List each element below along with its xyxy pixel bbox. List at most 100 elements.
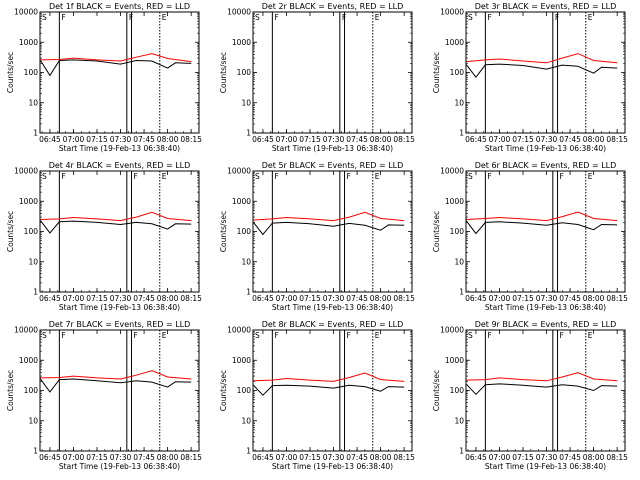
marker-label: F <box>129 13 133 22</box>
marker-label: F <box>560 331 564 340</box>
x-tick-label: 08:15 <box>393 135 415 144</box>
panel-4: Det 4r BLACK = Events, RED = LLD 1 10 100 10… <box>6 161 202 312</box>
lld-series-line <box>40 53 192 63</box>
x-tick-label: 07:00 <box>63 294 85 303</box>
y-tick-label: 10000 <box>227 8 251 17</box>
x-tick-label: 08:00 <box>370 135 392 144</box>
plot-frame <box>39 11 200 134</box>
events-series-line <box>40 220 192 234</box>
y-tick-label: 10000 <box>440 8 464 17</box>
y-tick-label: 1 <box>33 288 38 297</box>
events-series-line <box>253 221 405 236</box>
y-tick-label: 10000 <box>227 326 251 335</box>
panel-9: Det 9r BLACK = Events, RED = LLD 1 10 100 10… <box>432 320 628 471</box>
y-tick-label: 10 <box>28 257 38 266</box>
plot-frame <box>465 170 626 293</box>
marker-label: S <box>255 331 260 340</box>
events-series-line <box>40 378 192 393</box>
marker-label: F <box>61 331 65 340</box>
plot-frame <box>465 11 626 134</box>
x-tick-label: 08:00 <box>583 135 605 144</box>
marker-label: F <box>274 13 278 22</box>
y-tick-label: 1000 <box>19 38 38 47</box>
y-axis-label: Counts/sec <box>219 370 228 411</box>
x-tick-label: 06:45 <box>465 453 487 462</box>
x-tick-label: 07:00 <box>276 453 298 462</box>
lld-series-line <box>466 372 618 382</box>
x-tick-label: 07:15 <box>512 453 534 462</box>
y-tick-label: 100 <box>237 68 252 77</box>
events-series-line <box>466 383 618 396</box>
x-tick-label: 07:15 <box>299 135 321 144</box>
x-axis-label: Start Time (19-Feb-13 06:38:40) <box>272 303 393 312</box>
y-tick-label: 1000 <box>19 197 38 206</box>
y-tick-label: 10000 <box>440 326 464 335</box>
marker-label: F <box>134 172 138 181</box>
x-tick-label: 08:00 <box>370 453 392 462</box>
y-tick-label: 1 <box>459 129 464 138</box>
y-tick-label: 1000 <box>19 356 38 365</box>
y-tick-label: 1000 <box>445 38 464 47</box>
x-tick-label: 07:45 <box>559 294 581 303</box>
x-tick-label: 07:45 <box>133 294 155 303</box>
x-tick-label: 07:00 <box>63 135 85 144</box>
x-tick-label: 06:45 <box>252 135 274 144</box>
panel-title: Det 1f BLACK = Events, RED = LLD <box>49 2 190 11</box>
y-tick-label: 100 <box>450 386 465 395</box>
marker-label: F <box>274 172 278 181</box>
x-tick-label: 07:30 <box>110 294 132 303</box>
x-tick-label: 07:00 <box>276 294 298 303</box>
x-axis-label: Start Time (19-Feb-13 06:38:40) <box>485 144 606 153</box>
panel-2: Det 2r BLACK = Events, RED = LLD 1 10 100 10… <box>219 2 415 153</box>
lld-series-line <box>253 372 405 382</box>
x-tick-label: 08:15 <box>393 294 415 303</box>
x-tick-label: 07:30 <box>536 135 558 144</box>
y-tick-label: 100 <box>24 386 39 395</box>
y-tick-label: 10000 <box>14 167 38 176</box>
lld-series-line <box>40 211 192 222</box>
x-tick-label: 07:00 <box>489 135 511 144</box>
y-tick-label: 10000 <box>14 326 38 335</box>
x-tick-label: 07:15 <box>512 135 534 144</box>
y-tick-label: 1000 <box>445 197 464 206</box>
x-axis-label: Start Time (19-Feb-13 06:38:40) <box>59 144 180 153</box>
x-tick-label: 07:00 <box>489 294 511 303</box>
marker-label: E <box>162 172 167 181</box>
y-tick-label: 1000 <box>232 356 251 365</box>
x-tick-label: 07:00 <box>276 135 298 144</box>
lld-series-line <box>466 211 618 222</box>
x-tick-label: 07:45 <box>559 135 581 144</box>
panel-title: Det 4r BLACK = Events, RED = LLD <box>49 161 191 170</box>
y-tick-label: 100 <box>450 68 465 77</box>
panel-title: Det 6r BLACK = Events, RED = LLD <box>475 161 617 170</box>
marker-label: S <box>42 172 47 181</box>
panel-7: Det 7r BLACK = Events, RED = LLD 1 10 100 10… <box>6 320 202 471</box>
x-tick-label: 08:15 <box>606 453 628 462</box>
marker-label: S <box>42 13 47 22</box>
x-tick-label: 07:15 <box>299 453 321 462</box>
y-axis-label: Counts/sec <box>432 52 441 93</box>
y-tick-label: 100 <box>450 227 465 236</box>
x-tick-label: 07:30 <box>323 135 345 144</box>
x-tick-label: 08:15 <box>180 135 202 144</box>
y-tick-label: 100 <box>237 227 252 236</box>
y-tick-label: 1 <box>459 447 464 456</box>
x-tick-label: 07:15 <box>86 294 108 303</box>
y-axis-label: Counts/sec <box>432 370 441 411</box>
x-axis-label: Start Time (19-Feb-13 06:38:40) <box>272 144 393 153</box>
y-tick-label: 1 <box>33 129 38 138</box>
marker-label: F <box>61 13 65 22</box>
x-tick-label: 07:30 <box>110 135 132 144</box>
x-tick-label: 07:45 <box>133 453 155 462</box>
marker-label: F <box>555 13 559 22</box>
events-series-line <box>253 384 405 396</box>
marker-label: E <box>588 172 593 181</box>
y-tick-label: 10 <box>28 416 38 425</box>
y-axis-label: Counts/sec <box>6 370 15 411</box>
y-tick-label: 10000 <box>440 167 464 176</box>
y-tick-label: 100 <box>237 386 252 395</box>
y-tick-label: 1 <box>246 129 251 138</box>
y-tick-label: 1 <box>246 447 251 456</box>
lld-series-line <box>466 53 618 64</box>
